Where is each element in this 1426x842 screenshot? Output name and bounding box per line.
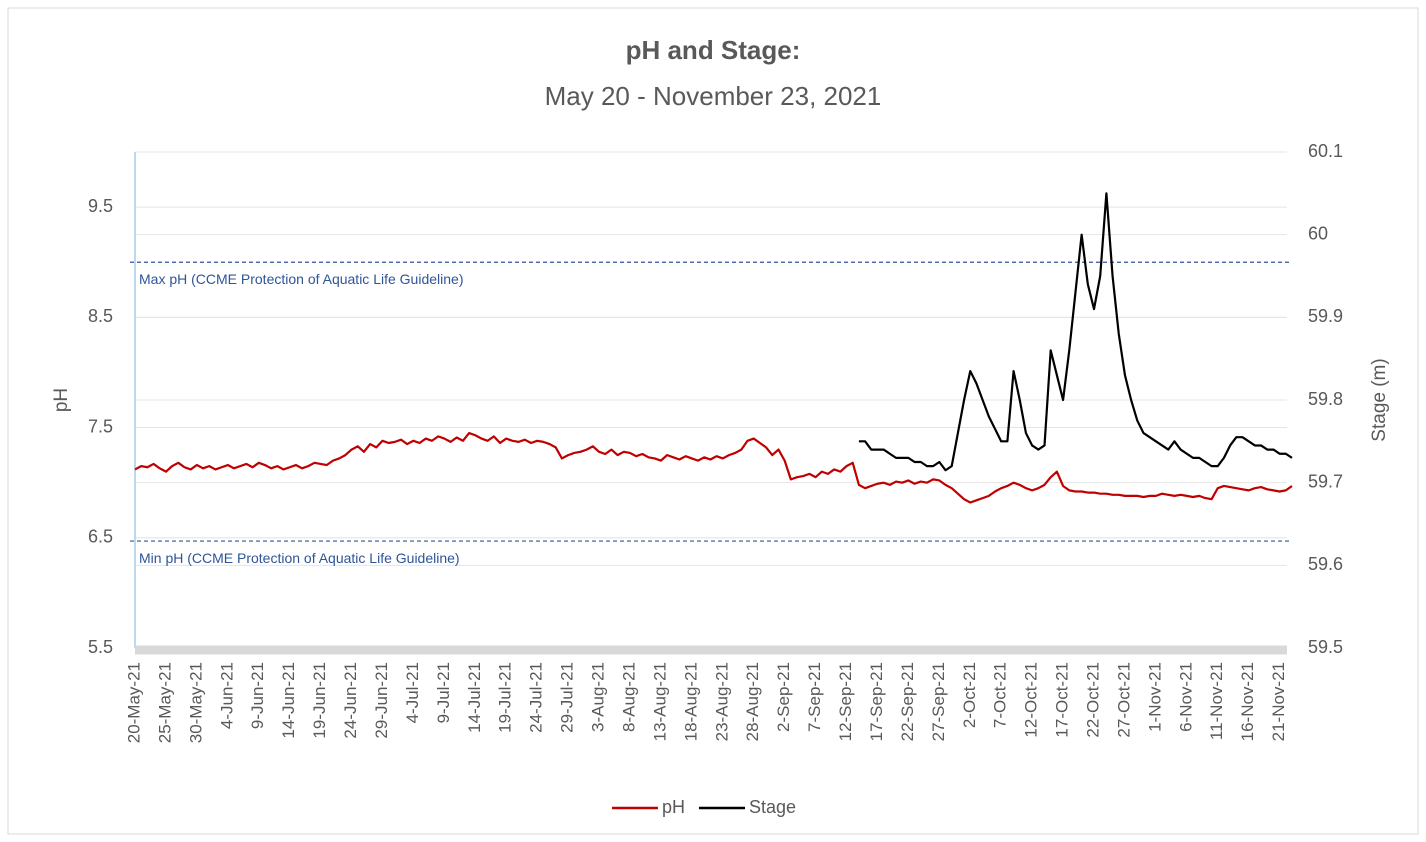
x-tick-label: 20-May-21 <box>124 662 143 743</box>
y2-tick-label: 59.5 <box>1308 637 1343 657</box>
x-tick-label: 4-Jun-21 <box>217 662 236 729</box>
x-tick-label: 19-Jun-21 <box>310 662 329 739</box>
x-tick-label: 16-Nov-21 <box>1238 662 1257 741</box>
x-tick-label: 2-Oct-21 <box>960 662 979 728</box>
x-tick-label: 8-Aug-21 <box>619 662 638 732</box>
x-tick-label: 17-Sep-21 <box>867 662 886 741</box>
x-tick-label: 12-Sep-21 <box>836 662 855 741</box>
x-tick-label: 22-Oct-21 <box>1083 662 1102 738</box>
x-tick-label: 30-May-21 <box>186 662 205 743</box>
series-line <box>858 192 1293 472</box>
x-tick-label: 25-May-21 <box>155 662 174 743</box>
x-tick-label: 21-Nov-21 <box>1269 662 1288 741</box>
x-tick-label: 29-Jun-21 <box>372 662 391 739</box>
x-tick-label: 13-Aug-21 <box>650 662 669 741</box>
x-tick-label: 24-Jun-21 <box>341 662 360 739</box>
legend-label: Stage <box>749 797 796 817</box>
x-tick-label: 28-Aug-21 <box>743 662 762 741</box>
y2-tick-label: 60 <box>1308 223 1328 243</box>
y-tick-label: 7.5 <box>88 416 113 436</box>
guideline-label: Max pH (CCME Protection of Aquatic Life … <box>139 271 463 287</box>
x-tick-label: 27-Oct-21 <box>1114 662 1133 738</box>
x-tick-label: 6-Nov-21 <box>1176 662 1195 732</box>
x-tick-label: 17-Oct-21 <box>1053 662 1072 738</box>
x-tick-label: 4-Jul-21 <box>403 662 422 723</box>
y-tick-label: 5.5 <box>88 637 113 657</box>
y2-tick-label: 59.9 <box>1308 306 1343 326</box>
x-tick-label: 11-Nov-21 <box>1207 662 1226 740</box>
y-tick-label: 9.5 <box>88 196 113 216</box>
chart-subtitle: May 20 - November 23, 2021 <box>545 81 882 111</box>
x-tick-label: 14-Jun-21 <box>279 662 298 739</box>
x-tick-label: 22-Sep-21 <box>898 662 917 741</box>
x-tick-label: 1-Nov-21 <box>1145 662 1164 732</box>
x-tick-label: 7-Oct-21 <box>991 662 1010 728</box>
x-tick-label: 19-Jul-21 <box>496 662 515 733</box>
x-tick-label: 9-Jun-21 <box>248 662 267 729</box>
x-tick-label: 2-Sep-21 <box>774 662 793 732</box>
y2-tick-label: 59.8 <box>1308 389 1343 409</box>
x-tick-label: 23-Aug-21 <box>712 662 731 741</box>
x-tick-label: 24-Jul-21 <box>527 662 546 733</box>
y-axis-title: pH <box>51 388 72 412</box>
x-tick-label: 27-Sep-21 <box>929 662 948 741</box>
y-tick-label: 6.5 <box>88 527 113 547</box>
y2-tick-label: 59.7 <box>1308 471 1343 491</box>
y-tick-label: 8.5 <box>88 306 113 326</box>
x-tick-label: 7-Sep-21 <box>805 662 824 732</box>
y2-tick-label: 60.1 <box>1308 141 1343 161</box>
x-tick-label: 12-Oct-21 <box>1022 662 1041 738</box>
series-line <box>134 431 1293 504</box>
x-tick-label: 14-Jul-21 <box>465 662 484 733</box>
chart-frame <box>7 7 1419 835</box>
x-tick-label: 18-Aug-21 <box>681 662 700 741</box>
x-tick-label: 9-Jul-21 <box>434 662 453 723</box>
y2-tick-label: 59.6 <box>1308 554 1343 574</box>
legend-label: pH <box>662 797 685 817</box>
x-tick-label: 29-Jul-21 <box>558 662 577 733</box>
guideline-label: Min pH (CCME Protection of Aquatic Life … <box>139 550 460 566</box>
chart-title: pH and Stage: <box>626 35 801 65</box>
x-tick-label: 3-Aug-21 <box>589 662 608 732</box>
y2-axis-title: Stage (m) <box>1369 358 1390 441</box>
